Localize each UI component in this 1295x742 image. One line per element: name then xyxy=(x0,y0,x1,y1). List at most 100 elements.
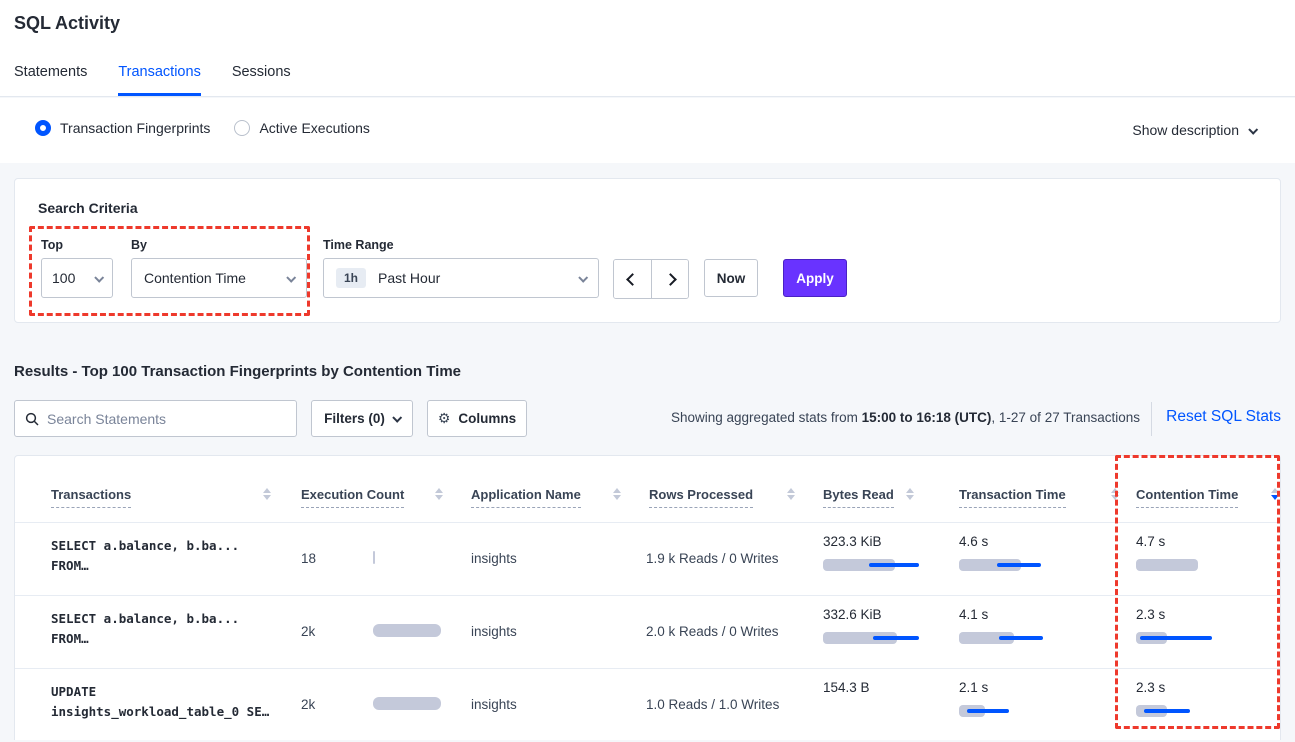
contention-time-cell: 4.7 s xyxy=(1136,523,1256,596)
sort-icon[interactable] xyxy=(1111,488,1119,500)
transaction-fingerprint-link[interactable]: SELECT a.balance, b.ba... FROM… xyxy=(51,536,239,576)
transaction-sql-line1[interactable]: SELECT a.balance, b.ba... xyxy=(51,611,240,626)
divider xyxy=(1151,402,1152,436)
chevron-down-icon xyxy=(286,272,297,283)
execution-count-value: 2k xyxy=(301,624,316,639)
time-range-select[interactable]: 1h Past Hour xyxy=(323,258,599,298)
transactions-table: Transactions Execution Count Application… xyxy=(14,455,1281,740)
chevron-down-icon xyxy=(94,272,105,283)
time-range-pager xyxy=(613,259,689,299)
column-header-execution-count[interactable]: Execution Count xyxy=(301,487,405,508)
radio-active-executions[interactable]: Active Executions xyxy=(234,120,370,136)
chevron-down-icon xyxy=(1248,124,1259,135)
transaction-sql-line1[interactable]: UPDATE xyxy=(51,684,97,699)
rows-processed-value: 1.9 k Reads / 0 Writes xyxy=(646,551,779,566)
transaction-time-cell: 2.1 s xyxy=(959,669,1079,742)
sort-icon[interactable] xyxy=(906,488,914,500)
radio-unselected-icon xyxy=(234,120,251,136)
tab-bar: Statements Transactions Sessions xyxy=(14,64,291,96)
sort-icon[interactable] xyxy=(613,488,621,500)
bytes-read-cell: 323.3 KiB xyxy=(823,523,943,596)
chevron-left-icon xyxy=(626,272,639,286)
rows-processed-value: 1.0 Reads / 1.0 Writes xyxy=(646,697,780,712)
bytes-read-value: 323.3 KiB xyxy=(823,534,882,549)
table-header-row: Transactions Execution Count Application… xyxy=(15,456,1280,523)
top-select-value: 100 xyxy=(52,270,76,286)
bytes-read-value: 154.3 B xyxy=(823,680,870,695)
sort-icon-descending-active[interactable] xyxy=(1271,488,1279,500)
transaction-sql-line2[interactable]: insights_workload_table_0 SE… xyxy=(51,704,270,719)
column-header-transactions[interactable]: Transactions xyxy=(51,487,132,508)
chevron-right-icon xyxy=(663,272,677,286)
application-name-value: insights xyxy=(471,697,517,712)
contention-time-cell: 2.3 s xyxy=(1136,669,1256,742)
rows-processed-value: 2.0 k Reads / 0 Writes xyxy=(646,624,779,639)
transaction-fingerprint-link[interactable]: SELECT a.balance, b.ba... FROM… xyxy=(51,609,239,649)
transaction-sql-line1[interactable]: SELECT a.balance, b.ba... xyxy=(51,538,240,553)
table-row[interactable]: SELECT a.balance, b.ba... FROM… 18 insig… xyxy=(15,523,1280,596)
contention-time-value: 4.7 s xyxy=(1136,534,1166,549)
table-row[interactable]: UPDATE insights_workload_table_0 SE… 2k … xyxy=(15,669,1280,742)
now-button[interactable]: Now xyxy=(704,259,758,297)
transaction-sql-line2[interactable]: FROM… xyxy=(51,558,89,573)
filters-label: Filters (0) xyxy=(324,411,385,426)
execution-count-value: 18 xyxy=(301,551,317,566)
search-box[interactable] xyxy=(14,400,297,437)
time-range-next-button[interactable] xyxy=(651,260,688,298)
radio-label: Active Executions xyxy=(259,120,370,136)
view-toggle-radios: Transaction Fingerprints Active Executio… xyxy=(35,120,370,136)
transaction-fingerprint-link[interactable]: UPDATE insights_workload_table_0 SE… xyxy=(51,682,269,722)
sort-icon[interactable] xyxy=(435,488,443,500)
radio-transaction-fingerprints[interactable]: Transaction Fingerprints xyxy=(35,120,210,136)
column-header-bytes-read[interactable]: Bytes Read xyxy=(823,487,894,508)
gear-icon: ⚙ xyxy=(437,410,451,426)
stats-summary: Showing aggregated stats from 15:00 to 1… xyxy=(671,410,1140,425)
table-body: SELECT a.balance, b.ba... FROM… 18 insig… xyxy=(15,523,1280,742)
execution-count-value: 2k xyxy=(301,697,316,712)
filters-button[interactable]: Filters (0) xyxy=(311,400,413,437)
transaction-time-cell: 4.1 s xyxy=(959,596,1079,669)
top-label: Top xyxy=(41,238,63,252)
transaction-time-value: 4.6 s xyxy=(959,534,989,549)
columns-button[interactable]: ⚙ Columns xyxy=(427,400,527,437)
search-statements-input[interactable] xyxy=(47,410,286,427)
chevron-down-icon xyxy=(392,412,403,423)
column-header-transaction-time[interactable]: Transaction Time xyxy=(959,487,1066,508)
contention-time-value: 2.3 s xyxy=(1136,607,1166,622)
page-header: SQL Activity Statements Transactions Ses… xyxy=(0,0,1295,97)
column-header-rows-processed[interactable]: Rows Processed xyxy=(649,487,754,508)
tab-sessions[interactable]: Sessions xyxy=(231,64,291,80)
bytes-read-cell: 332.6 KiB xyxy=(823,596,943,669)
column-header-contention-time[interactable]: Contention Time xyxy=(1136,487,1239,508)
show-description-label: Show description xyxy=(1132,122,1239,138)
transaction-sql-line2[interactable]: FROM… xyxy=(51,631,89,646)
stats-suffix: , 1-27 of 27 Transactions xyxy=(991,410,1140,425)
contention-time-cell: 2.3 s xyxy=(1136,596,1256,669)
time-range-badge: 1h xyxy=(336,268,367,288)
tab-transactions[interactable]: Transactions xyxy=(118,64,201,96)
table-row[interactable]: SELECT a.balance, b.ba... FROM… 2k insig… xyxy=(15,596,1280,669)
results-heading: Results - Top 100 Transaction Fingerprin… xyxy=(14,363,462,380)
search-criteria-title: Search Criteria xyxy=(38,200,138,216)
bytes-read-cell: 154.3 B xyxy=(823,669,943,742)
show-description-toggle[interactable]: Show description xyxy=(1132,122,1259,138)
view-toggle-bar: Transaction Fingerprints Active Executio… xyxy=(0,98,1295,163)
tab-statements[interactable]: Statements xyxy=(14,64,88,80)
by-label: By xyxy=(131,238,147,252)
application-name-value: insights xyxy=(471,624,517,639)
by-select-value: Contention Time xyxy=(144,270,246,286)
transaction-time-cell: 4.6 s xyxy=(959,523,1079,596)
reset-sql-stats-link[interactable]: Reset SQL Stats xyxy=(1166,408,1281,425)
transaction-time-value: 4.1 s xyxy=(959,607,989,622)
time-range-prev-button[interactable] xyxy=(614,260,651,298)
top-select[interactable]: 100 xyxy=(41,258,113,298)
sort-icon[interactable] xyxy=(263,488,271,500)
columns-label: Columns xyxy=(458,411,517,426)
column-header-application-name[interactable]: Application Name xyxy=(471,487,581,508)
stats-time-range: 15:00 to 16:18 (UTC) xyxy=(861,410,992,425)
radio-selected-icon xyxy=(35,120,51,136)
apply-button[interactable]: Apply xyxy=(783,259,847,297)
by-select[interactable]: Contention Time xyxy=(131,258,307,298)
chevron-down-icon xyxy=(578,272,589,283)
sort-icon[interactable] xyxy=(787,488,795,500)
